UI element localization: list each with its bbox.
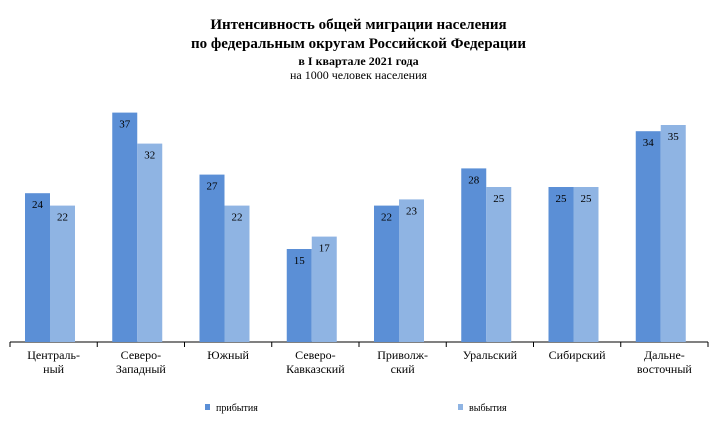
bar-выбытия-0 xyxy=(50,205,75,342)
bar-выбытия-4 xyxy=(399,199,424,342)
bar-прибытия-6 xyxy=(548,187,574,342)
chart-unit: на 1000 человек населения xyxy=(289,68,428,82)
category-label-7: Дальне- xyxy=(644,348,685,362)
category-label-1: Западный xyxy=(116,362,167,376)
data-label-выбытия-6: 25 xyxy=(581,193,593,205)
legend-label-прибытия: прибытия xyxy=(216,403,258,414)
legend-swatch-выбытия xyxy=(458,404,463,410)
data-label-прибытия-5: 28 xyxy=(468,174,480,186)
data-label-прибытия-2: 27 xyxy=(207,181,219,193)
category-label-0: Централь- xyxy=(27,348,80,362)
data-label-прибытия-0: 24 xyxy=(32,199,44,211)
bar-выбытия-3 xyxy=(311,236,337,342)
category-label-7: восточный xyxy=(637,362,693,376)
legend-swatch-прибытия xyxy=(205,404,210,410)
chart-title-line2: по федеральным округам Российской Федера… xyxy=(191,36,526,52)
chart-subtitle: в I квартале 2021 года xyxy=(298,54,419,68)
category-label-1: Северо- xyxy=(121,348,161,362)
data-label-выбытия-4: 23 xyxy=(406,205,418,217)
bar-прибытия-3 xyxy=(286,249,312,342)
bar-прибытия-2 xyxy=(199,174,225,342)
bar-прибытия-0 xyxy=(25,193,50,342)
data-label-выбытия-3: 17 xyxy=(319,243,331,255)
category-label-6: Сибирский xyxy=(549,348,607,362)
bar-прибытия-7 xyxy=(635,131,661,342)
chart-title-line1: Интенсивность общей миграции населения xyxy=(210,17,507,33)
data-label-прибытия-1: 37 xyxy=(119,119,131,131)
data-label-выбытия-1: 32 xyxy=(144,150,155,162)
data-label-прибытия-7: 34 xyxy=(643,137,655,149)
legend-label-выбытия: выбытия xyxy=(469,403,507,414)
category-label-5: Уральский xyxy=(463,348,518,362)
bar-выбытия-7 xyxy=(660,125,686,342)
data-label-прибытия-3: 15 xyxy=(294,255,306,267)
data-label-выбытия-7: 35 xyxy=(668,131,680,143)
category-label-0: ный xyxy=(43,362,64,376)
bar-выбытия-1 xyxy=(137,143,163,342)
bar-прибытия-5 xyxy=(461,168,487,342)
data-label-выбытия-0: 22 xyxy=(57,212,68,224)
bar-прибытия-1 xyxy=(112,112,138,342)
data-label-прибытия-4: 22 xyxy=(381,212,392,224)
category-label-3: Северо- xyxy=(295,348,335,362)
data-label-прибытия-6: 25 xyxy=(556,193,568,205)
category-label-3: Кавказский xyxy=(286,362,345,376)
data-label-выбытия-5: 25 xyxy=(493,193,505,205)
category-label-4: ский xyxy=(391,362,416,376)
bar-выбытия-2 xyxy=(224,205,250,342)
bar-выбытия-6 xyxy=(573,187,599,342)
chart-titles: Интенсивность общей миграции населения п… xyxy=(0,16,717,82)
bar-прибытия-4 xyxy=(374,205,399,342)
bar-выбытия-5 xyxy=(486,187,512,342)
data-label-выбытия-2: 22 xyxy=(232,212,243,224)
category-label-2: Южный xyxy=(207,348,249,362)
category-label-4: Приволж- xyxy=(377,348,428,362)
